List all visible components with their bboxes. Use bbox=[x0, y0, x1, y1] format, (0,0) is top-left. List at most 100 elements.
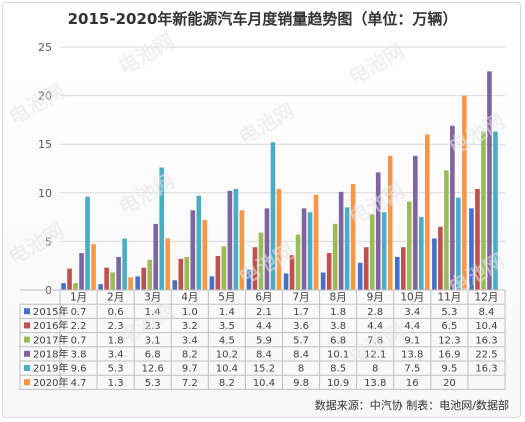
bar bbox=[406, 201, 412, 290]
bar bbox=[147, 259, 153, 290]
y-tick-label: 5 bbox=[45, 235, 52, 248]
bar bbox=[110, 272, 115, 290]
bar bbox=[190, 210, 196, 290]
bar bbox=[469, 208, 474, 290]
data-table-cell: 4.4 bbox=[367, 321, 383, 332]
data-table-cell: 10.4 bbox=[216, 364, 238, 375]
bar bbox=[85, 196, 90, 290]
data-table-cell: 16 bbox=[406, 378, 419, 389]
data-table-cell: 0.7 bbox=[71, 335, 87, 346]
bar bbox=[122, 238, 127, 290]
data-table-cell: 3.4 bbox=[404, 307, 420, 318]
data-table-cell: 7.2 bbox=[182, 378, 198, 389]
bar bbox=[350, 184, 356, 290]
bar bbox=[462, 95, 467, 290]
data-table-cell: 8.2 bbox=[182, 350, 198, 361]
bar bbox=[270, 142, 276, 290]
data-table-cell: 9.1 bbox=[404, 335, 420, 346]
chart-title: 2015-2020年新能源汽车月度销量趋势图（单位：万辆） bbox=[67, 10, 458, 28]
bar bbox=[233, 188, 239, 290]
x-category-label: 8月 bbox=[330, 292, 347, 304]
bar bbox=[184, 256, 190, 290]
data-table-cell: 9.5 bbox=[441, 364, 457, 375]
bar bbox=[438, 226, 443, 290]
data-table-cell: 13.8 bbox=[364, 378, 386, 389]
data-table-cell: 3.8 bbox=[330, 321, 346, 332]
data-table-cell: 5.9 bbox=[256, 335, 272, 346]
data-table-cell: 10.4 bbox=[475, 321, 497, 332]
data-table-cell: 12.3 bbox=[438, 335, 460, 346]
data-table-cell: 10.2 bbox=[216, 350, 238, 361]
data-table-cell: 6.8 bbox=[145, 350, 161, 361]
bar bbox=[332, 223, 338, 290]
data-table-cell: 2.8 bbox=[367, 307, 383, 318]
x-category-label: 2月 bbox=[107, 292, 124, 304]
legend-swatch bbox=[24, 308, 30, 315]
data-table-cell: 10.4 bbox=[253, 378, 275, 389]
data-table-cell: 8.4 bbox=[479, 307, 495, 318]
bar bbox=[387, 155, 393, 290]
bar bbox=[412, 155, 418, 290]
x-category-label: 10月 bbox=[400, 292, 424, 304]
bar bbox=[369, 214, 375, 290]
data-table-cell: 16.3 bbox=[475, 335, 497, 346]
bar bbox=[313, 194, 319, 290]
bar bbox=[264, 208, 270, 290]
legend-swatch bbox=[24, 322, 30, 329]
bar bbox=[326, 253, 332, 290]
bar bbox=[258, 232, 264, 290]
bar bbox=[307, 212, 313, 290]
data-table-cell: 12.1 bbox=[364, 350, 386, 361]
data-table-cell: 8.5 bbox=[330, 364, 346, 375]
x-category-label: 5月 bbox=[218, 292, 235, 304]
data-table-cell: 5.3 bbox=[145, 378, 161, 389]
bar bbox=[493, 131, 498, 290]
legend-series-name: 2019年 bbox=[33, 362, 68, 375]
bar bbox=[104, 267, 109, 290]
data-table-cell: 1.3 bbox=[108, 378, 124, 389]
x-category-label: 1月 bbox=[70, 292, 87, 304]
data-table-cell: 4.4 bbox=[404, 321, 420, 332]
legend-series-name: 2018年 bbox=[33, 348, 68, 361]
bar bbox=[475, 188, 480, 290]
data-table-cell: 9.7 bbox=[182, 364, 198, 375]
data-table-cell: 8.4 bbox=[256, 350, 272, 361]
bar bbox=[357, 262, 363, 290]
bar bbox=[116, 256, 121, 290]
x-category-label: 6月 bbox=[255, 292, 272, 304]
legend-series-name: 2016年 bbox=[33, 319, 68, 332]
data-table-cell: 2.1 bbox=[256, 307, 272, 318]
bar bbox=[301, 208, 307, 290]
data-table-cell: 15.2 bbox=[253, 364, 275, 375]
data-table-cell: 20 bbox=[443, 378, 456, 389]
bar bbox=[215, 255, 221, 290]
y-tick-label: 10 bbox=[38, 187, 52, 200]
legend-swatch bbox=[24, 379, 30, 386]
x-category-label: 3月 bbox=[144, 292, 161, 304]
x-category-label: 12月 bbox=[475, 292, 499, 304]
data-table-cell: 3.8 bbox=[71, 350, 87, 361]
bar bbox=[159, 167, 165, 290]
x-category-label: 11月 bbox=[437, 292, 461, 304]
legend-swatch bbox=[24, 350, 30, 357]
bar bbox=[481, 131, 486, 290]
data-table-cell: 9.8 bbox=[293, 378, 309, 389]
data-table-cell: 2.3 bbox=[145, 321, 161, 332]
bar bbox=[432, 238, 437, 290]
bar bbox=[246, 269, 252, 290]
data-table-cell: 13.8 bbox=[401, 350, 423, 361]
data-table-cell: 4.4 bbox=[256, 321, 272, 332]
bar bbox=[73, 283, 78, 290]
bar bbox=[456, 197, 461, 290]
data-table-cell: 8 bbox=[372, 364, 378, 375]
bar bbox=[209, 276, 215, 290]
y-tick-label: 15 bbox=[38, 138, 52, 151]
data-table-cell: 7.5 bbox=[404, 364, 420, 375]
data-table-cell: 1.4 bbox=[219, 307, 235, 318]
bar bbox=[381, 212, 387, 290]
bar bbox=[153, 223, 159, 290]
data-table-cell: 3.5 bbox=[219, 321, 235, 332]
bar bbox=[276, 188, 282, 290]
data-table-cell: 3.4 bbox=[108, 350, 124, 361]
legend-swatch bbox=[24, 365, 30, 371]
